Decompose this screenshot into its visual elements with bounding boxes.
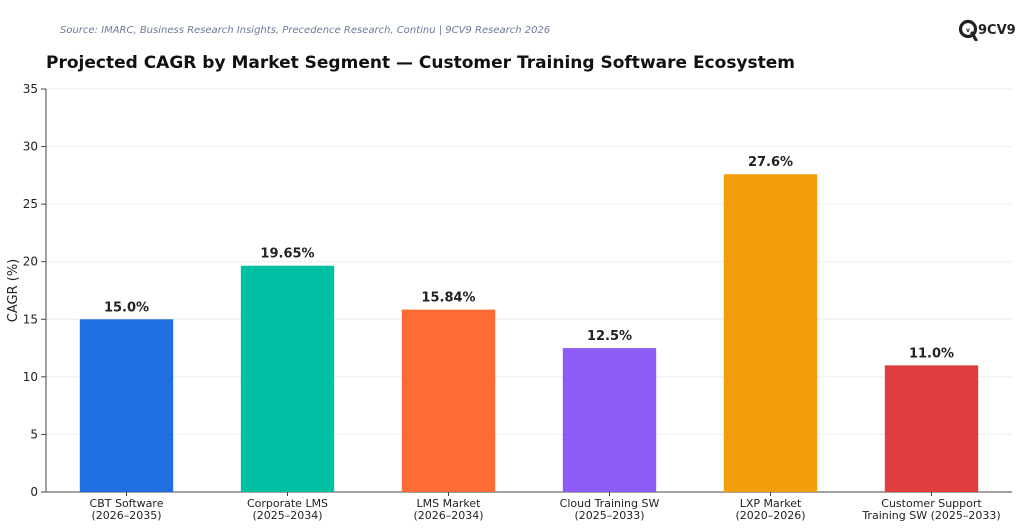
data-label: 15.0% — [104, 300, 149, 315]
data-label: 11.0% — [909, 346, 954, 361]
data-label: 12.5% — [587, 329, 632, 344]
y-tick-label: 30 — [23, 140, 38, 154]
chart-source: Source: IMARC, Business Research Insight… — [60, 25, 551, 36]
svg-text:v: v — [966, 27, 970, 34]
y-tick-label: 5 — [30, 427, 38, 441]
bar — [79, 319, 174, 492]
chart-title: Projected CAGR by Market Segment — Custo… — [46, 53, 796, 73]
x-tick-label: Customer Support Training SW (2025–2033) — [861, 497, 1000, 522]
bar — [401, 309, 496, 492]
brand-logo: v 9CV9 — [958, 19, 1016, 41]
9cv9-logo-icon: v — [958, 19, 978, 41]
x-tick-label: CBT Software (2026–2035) — [90, 497, 164, 522]
logo-text: 9CV9 — [978, 22, 1016, 38]
data-label: 27.6% — [748, 155, 793, 170]
y-axis-title: CAGR (%) — [6, 259, 21, 322]
bar — [884, 365, 979, 492]
x-tick-label: Cloud Training SW (2025–2033) — [560, 497, 660, 522]
y-tick-label: 0 — [30, 485, 38, 499]
bar — [562, 348, 657, 492]
x-tick-label: Corporate LMS (2025–2034) — [247, 497, 328, 522]
y-tick-label: 20 — [23, 255, 38, 269]
bar — [723, 174, 818, 492]
data-label: 19.65% — [260, 247, 314, 262]
y-tick-label: 15 — [23, 312, 38, 326]
y-tick-label: 25 — [23, 197, 38, 211]
data-label: 15.84% — [421, 291, 475, 306]
y-tick-label: 10 — [23, 370, 38, 384]
y-tick-label: 35 — [23, 82, 38, 96]
x-tick-label: LXP Market (2020–2026) — [735, 497, 805, 522]
bar — [240, 265, 335, 492]
x-tick-label: LMS Market (2026–2034) — [413, 497, 483, 522]
